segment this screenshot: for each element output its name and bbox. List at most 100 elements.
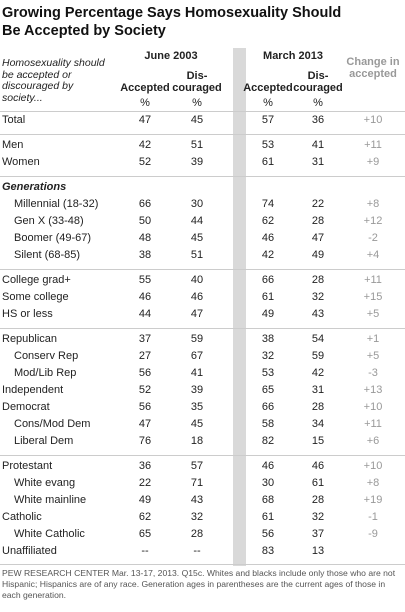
cell: 28: [311, 215, 325, 227]
cell: 42: [138, 139, 152, 151]
row-label: White Catholic: [14, 528, 85, 540]
title: Growing Percentage Says Homosexuality Sh…: [2, 5, 342, 21]
cell: 35: [190, 401, 204, 413]
cell: 65: [261, 384, 275, 396]
row-label: Conserv Rep: [14, 350, 79, 362]
cell: 74: [261, 198, 275, 210]
row-label: Gen X (33-48): [14, 215, 84, 227]
row-separator: [0, 564, 405, 565]
cell: 46: [311, 460, 325, 472]
cell: 45: [190, 418, 204, 430]
cell: 67: [190, 350, 204, 362]
cell: +13: [363, 384, 383, 396]
period-header: March 2013: [263, 50, 323, 62]
cell: 49: [261, 308, 275, 320]
cell: 32: [311, 291, 325, 303]
cell: 13: [311, 545, 325, 557]
row-label: Mod/Lib Rep: [14, 367, 77, 379]
cell: 40: [190, 274, 204, 286]
row-label: White evang: [14, 477, 76, 489]
cell: +15: [363, 291, 383, 303]
row-label: Men: [2, 139, 24, 151]
cell: +5: [366, 350, 380, 362]
column-header: couraged: [293, 82, 343, 94]
row-label: Democrat: [2, 401, 50, 413]
cell: 76: [138, 435, 152, 447]
cell: 27: [138, 350, 152, 362]
row-label: Independent: [2, 384, 64, 396]
row-label: HS or less: [2, 308, 53, 320]
cell: 37: [138, 333, 152, 345]
cell: 38: [261, 333, 275, 345]
column-header: Dis-: [186, 70, 208, 82]
cell: 83: [261, 545, 275, 557]
cell: 28: [311, 401, 325, 413]
cell: 53: [261, 139, 275, 151]
cell: 59: [190, 333, 204, 345]
cell: 66: [261, 401, 275, 413]
cell: 39: [190, 384, 204, 396]
cell: 54: [311, 333, 325, 345]
cell: +12: [363, 215, 383, 227]
cell: 47: [138, 418, 152, 430]
cell: +11: [364, 139, 382, 151]
cell: 56: [261, 528, 275, 540]
cell: 42: [311, 367, 325, 379]
cell: --: [193, 545, 201, 557]
cell: 61: [261, 156, 275, 168]
cell: 43: [311, 308, 325, 320]
unit: %: [263, 97, 273, 109]
row-label: College grad+: [2, 274, 71, 286]
cell: -9: [368, 528, 378, 540]
cell: 48: [138, 232, 152, 244]
row-separator: [0, 134, 405, 135]
cell: +10: [363, 460, 383, 472]
cell: 57: [190, 460, 204, 472]
cell: +5: [366, 308, 380, 320]
cell: 52: [138, 156, 152, 168]
cell: 42: [261, 249, 275, 261]
change-header: Change in accepted: [346, 56, 400, 80]
group-heading: Generations: [2, 181, 67, 193]
row-label: Protestant: [2, 460, 53, 472]
cell: 32: [190, 511, 204, 523]
cell: +8: [366, 198, 380, 210]
column-divider: [233, 48, 246, 566]
cell: +6: [366, 435, 380, 447]
cell: 45: [190, 232, 204, 244]
cell: 34: [311, 418, 325, 430]
cell: 30: [190, 198, 204, 210]
row-label: Republican: [2, 333, 58, 345]
cell: 28: [311, 494, 325, 506]
cell: 49: [311, 249, 325, 261]
cell: 52: [138, 384, 152, 396]
cell: -1: [368, 511, 378, 523]
cell: 65: [138, 528, 152, 540]
row-label: Millennial (18-32): [14, 198, 99, 210]
cell: 38: [138, 249, 152, 261]
row-separator: [0, 176, 405, 177]
row-separator: [0, 455, 405, 456]
cell: 59: [311, 350, 325, 362]
row-separator: [0, 111, 405, 112]
intro: Homosexuality should be accepted or disc…: [2, 57, 105, 104]
unit: %: [313, 97, 323, 109]
cell: +10: [363, 114, 383, 126]
cell: 58: [261, 418, 275, 430]
cell: 56: [138, 401, 152, 413]
cell: 37: [311, 528, 325, 540]
cell: 50: [138, 215, 152, 227]
unit: %: [192, 97, 202, 109]
row-label: Silent (68-85): [14, 249, 81, 261]
cell: 28: [311, 274, 325, 286]
cell: 15: [311, 435, 325, 447]
row-label: Unaffiliated: [2, 545, 57, 557]
cell: 22: [138, 477, 152, 489]
row-separator: [0, 328, 405, 329]
cell: 44: [138, 308, 152, 320]
cell: +4: [366, 249, 380, 261]
row-label: Catholic: [2, 511, 42, 523]
period-header: June 2003: [144, 50, 198, 62]
footer: PEW RESEARCH CENTER Mar. 13-17, 2013. Q1…: [2, 568, 396, 600]
cell: 56: [138, 367, 152, 379]
